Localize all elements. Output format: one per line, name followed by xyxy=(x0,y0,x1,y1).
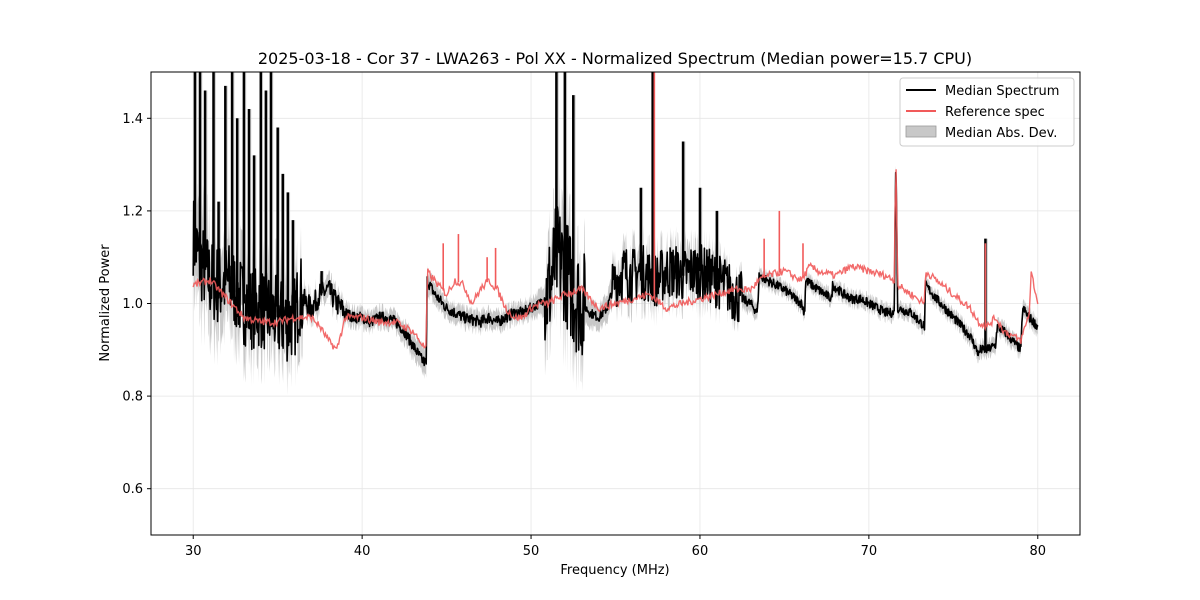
median-spectrum-layer xyxy=(192,72,1039,367)
reference-spectrum-layer xyxy=(192,72,1039,350)
x-tick-label: 30 xyxy=(185,544,202,559)
x-axis-ticks: 30 40 50 60 70 80 xyxy=(185,535,1046,559)
y-tick-label: 1.2 xyxy=(122,204,143,219)
y-tick-label: 0.8 xyxy=(122,390,143,405)
x-axis-label: Frequency (MHz) xyxy=(560,563,669,578)
y-tick-label: 0.6 xyxy=(122,482,143,497)
y-tick-label: 1.0 xyxy=(122,297,143,312)
legend-label-mad: Median Abs. Dev. xyxy=(945,126,1057,141)
x-tick-label: 50 xyxy=(523,544,540,559)
chart-title: 2025-03-18 - Cor 37 - LWA263 - Pol XX - … xyxy=(258,49,972,68)
legend-label-reference: Reference spec xyxy=(945,105,1045,120)
x-tick-label: 70 xyxy=(861,544,878,559)
legend-box xyxy=(899,77,1075,147)
y-tick-label: 1.4 xyxy=(122,112,143,127)
legend-label-median: Median Spectrum xyxy=(945,84,1059,99)
legend-swatch-mad xyxy=(905,125,937,138)
y-axis-label: Normalized Power xyxy=(98,244,113,362)
legend: Median Spectrum Reference spec Median Ab… xyxy=(899,77,1075,147)
y-axis-ticks: 0.6 0.8 1.0 1.2 1.4 xyxy=(122,112,151,497)
x-tick-label: 60 xyxy=(692,544,709,559)
reference-spectrum-line xyxy=(192,169,1039,350)
x-tick-label: 80 xyxy=(1029,544,1046,559)
x-tick-label: 40 xyxy=(354,544,371,559)
